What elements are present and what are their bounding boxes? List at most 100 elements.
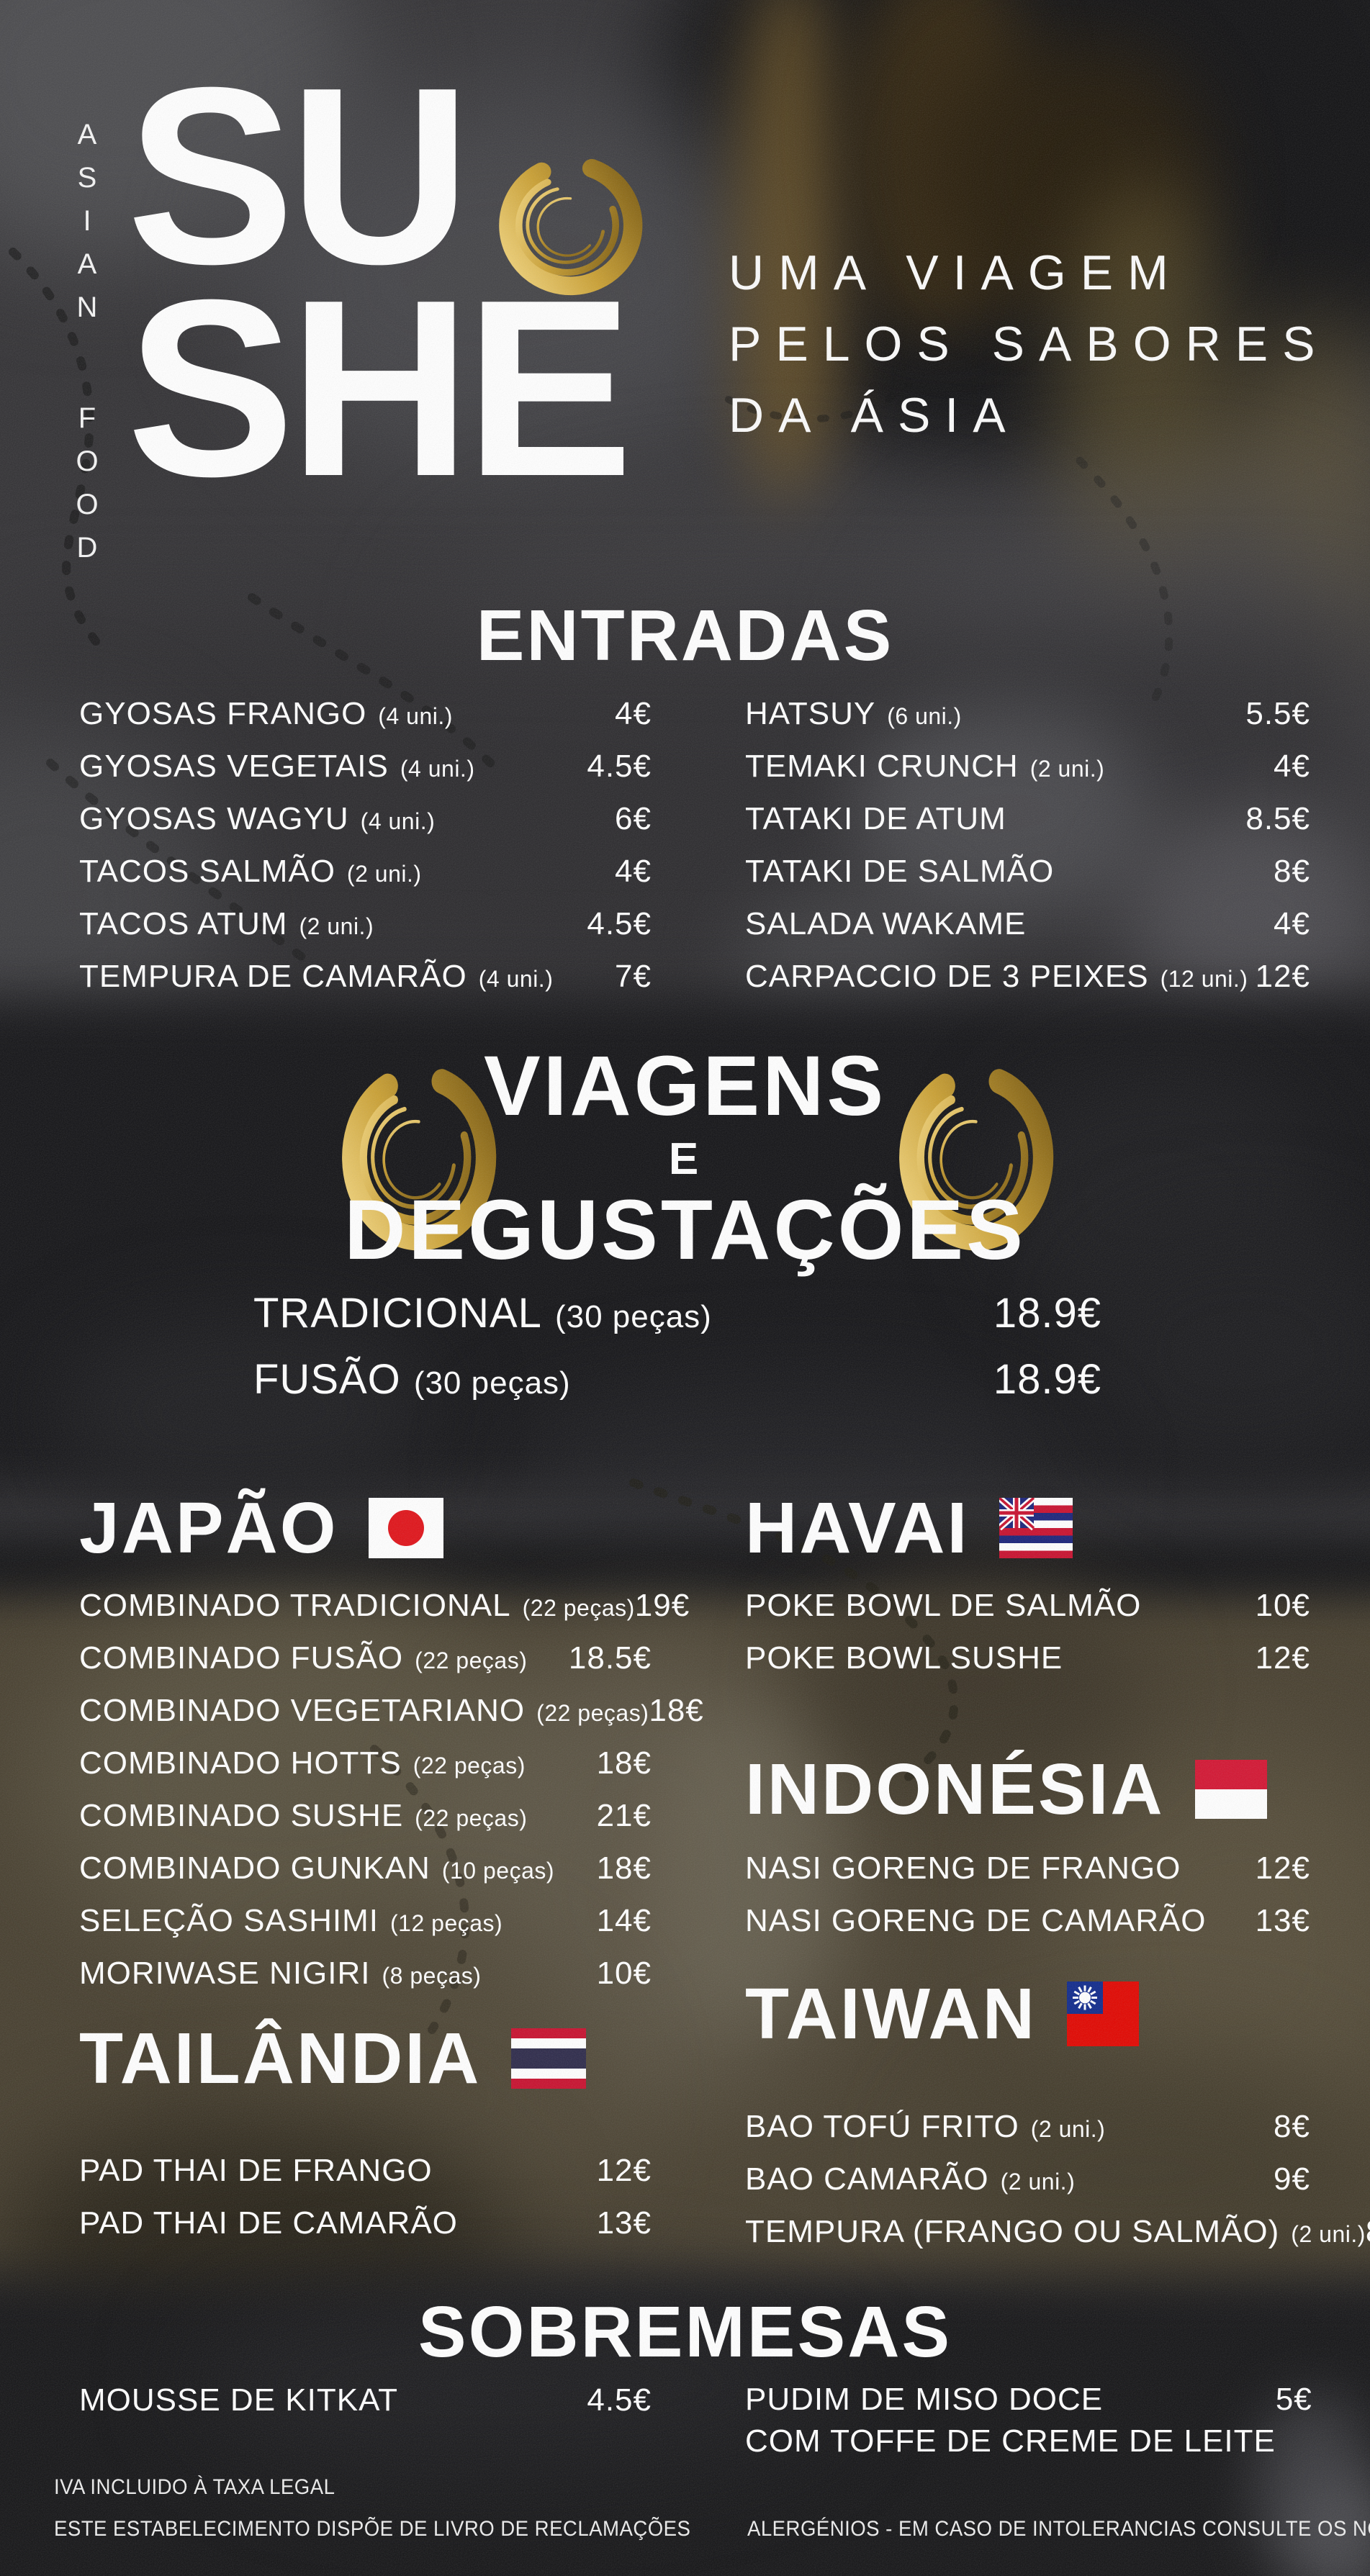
thailand-flag-icon (511, 2028, 587, 2089)
tagline-line: PELOS SABORES (729, 317, 1330, 371)
menu-item-row: TEMAKI CRUNCH (2 uni.) 4€ (745, 745, 1310, 788)
item-price: 8€ (1366, 2210, 1370, 2254)
item-name: POKE BOWL DE SALMÃO (745, 1584, 1153, 1630)
item-name: PAD THAI DE FRANGO (79, 2149, 444, 2195)
item-price: 7€ (615, 959, 652, 994)
item-qty: (10 peças) (441, 1858, 555, 1884)
item-price: 12€ (1255, 1640, 1310, 1676)
item-name-text: GYOSAS FRANGO (79, 696, 367, 731)
item-price: 4€ (615, 696, 652, 731)
menu-item-row: HATSUY (6 uni.) 5.5€ (745, 692, 1310, 736)
item-price: 12€ (596, 2153, 652, 2188)
menu-item-row: COMBINADO SUSHE (22 peças) 21€ (79, 1794, 652, 1838)
item-name-text: COM TOFFE DE CREME DE LEITE (745, 2423, 1276, 2459)
item-name-text: PUDIM DE MISO DOCE (745, 2382, 1104, 2417)
item-qty: (2 uni.) (299, 913, 374, 939)
menu-item-row: SALADA WAKAME 4€ (745, 903, 1310, 946)
item-qty: (2 uni.) (1029, 756, 1105, 782)
section-title-text: SOBREMESAS (418, 2292, 952, 2372)
item-name: COMBINADO SUSHE (22 peças) (79, 1794, 527, 1840)
item-name-text: TEMPURA (FRANGO OU SALMÃO) (745, 2214, 1280, 2249)
item-price: 21€ (596, 1798, 652, 1833)
item-name: COMBINADO TRADICIONAL (22 peças) (79, 1584, 635, 1630)
item-name: TEMAKI CRUNCH (2 uni.) (745, 745, 1104, 790)
tagline-line: UMA VIAGEM (729, 245, 1183, 300)
menu-item-row: COMBINADO FUSÃO (22 peças) 18.5€ (79, 1637, 652, 1680)
item-name: COMBINADO HOTTS (22 peças) (79, 1742, 526, 1787)
menu-item-row: TATAKI DE ATUM 8.5€ (745, 797, 1310, 841)
menu-item-row: BAO TOFÚ FRITO (2 uni.) 8€ (745, 2105, 1310, 2148)
item-price: 8€ (1274, 2109, 1310, 2144)
item-name-text: TATAKI DE ATUM (745, 801, 1006, 836)
item-name: COMBINADO FUSÃO (22 peças) (79, 1637, 527, 1682)
item-name: MOUSSE DE KITKAT (79, 2379, 410, 2424)
hawaii-flag-icon (999, 1498, 1073, 1558)
item-name-text: GYOSAS WAGYU (79, 801, 349, 836)
item-price: 4€ (1274, 906, 1310, 941)
item-price: 19€ (634, 1588, 690, 1623)
item-price: 12€ (1255, 959, 1310, 994)
menu-item-row: NASI GORENG DE FRANGO 12€ (745, 1847, 1310, 1890)
item-name-text: TRADICIONAL (253, 1290, 542, 1337)
item-name: PAD THAI DE CAMARÃO (79, 2202, 469, 2247)
brand-tagline: UMA VIAGEM PELOS SABORES DA ÁSIA (729, 238, 1329, 451)
item-qty: (22 peças) (522, 1595, 635, 1621)
menu-item-row: POKE BOWL SUSHE 12€ (745, 1637, 1310, 1680)
item-name-text: MOUSSE DE KITKAT (79, 2382, 399, 2418)
item-qty: (22 peças) (536, 1700, 649, 1726)
item-name-text: NASI GORENG DE CAMARÃO (745, 1903, 1207, 1938)
item-name: BAO CAMARÃO (2 uni.) (745, 2158, 1075, 2203)
item-name-text: COMBINADO HOTTS (79, 1745, 402, 1781)
section-title-japao: JAPÃO (79, 1492, 443, 1564)
item-name: TATAKI DE ATUM (745, 797, 1018, 843)
japan-flag-icon (368, 1498, 443, 1558)
menu-item-row: MORIWASE NIGIRI (8 peças) 10€ (79, 1952, 652, 1995)
item-price: 4.5€ (587, 749, 652, 784)
item-name: FUSÃO (30 peças) (253, 1355, 571, 1409)
item-name-text: TACOS ATUM (79, 906, 288, 941)
item-name-text: COMBINADO VEGETARIANO (79, 1693, 526, 1728)
menu-item-row: CARPACCIO DE 3 PEIXES (12 uni.) 12€ (745, 955, 1310, 998)
item-name: TACOS ATUM (2 uni.) (79, 903, 374, 948)
item-name: TRADICIONAL (30 peças) (253, 1288, 712, 1342)
item-name-text: HATSUY (745, 696, 876, 731)
item-name: NASI GORENG DE CAMARÃO (745, 1899, 1218, 1945)
menu-item-row: PAD THAI DE CAMARÃO 13€ (79, 2202, 652, 2245)
menu-item-row: POKE BOWL DE SALMÃO 10€ (745, 1584, 1310, 1627)
item-name: MORIWASE NIGIRI (8 peças) (79, 1952, 481, 1997)
item-qty: (22 peças) (415, 1805, 528, 1831)
item-qty: (4 uni.) (360, 808, 436, 834)
item-name-text: TEMAKI CRUNCH (745, 749, 1019, 784)
item-name: TATAKI DE SALMÃO (745, 850, 1065, 895)
item-name: SELEÇÃO SASHIMI (12 peças) (79, 1899, 503, 1945)
item-qty: (4 uni.) (478, 966, 554, 992)
item-name-text: CARPACCIO DE 3 PEIXES (745, 959, 1149, 994)
item-qty: (22 peças) (415, 1648, 528, 1673)
item-price: 13€ (596, 2205, 652, 2241)
item-price: 18.9€ (993, 1356, 1101, 1403)
item-qty: (30 peças) (554, 1299, 712, 1334)
item-name: GYOSAS FRANGO (4 uni.) (79, 692, 453, 738)
item-price: 10€ (596, 1956, 652, 1991)
item-price: 4€ (615, 854, 652, 889)
item-price: 12€ (1255, 1850, 1310, 1886)
item-name: SALADA WAKAME (745, 903, 1037, 948)
item-name-text: SELEÇÃO SASHIMI (79, 1903, 379, 1938)
item-name-text: TEMPURA DE CAMARÃO (79, 959, 467, 994)
indonesia-flag-icon (1194, 1760, 1267, 1819)
item-price: 5€ (1275, 2382, 1312, 2417)
item-name-text: BAO CAMARÃO (745, 2161, 989, 2197)
item-name: CARPACCIO DE 3 PEIXES (12 uni.) (745, 955, 1248, 1000)
item-price: 18€ (649, 1693, 704, 1728)
item-name: COMBINADO GUNKAN (10 peças) (79, 1847, 554, 1892)
item-qty: (4 uni.) (378, 703, 453, 729)
item-price: 10€ (1255, 1588, 1310, 1623)
menu-item-row: SELEÇÃO SASHIMI (12 peças) 14€ (79, 1899, 652, 1943)
item-price: 4.5€ (587, 906, 652, 941)
item-price: 5.5€ (1245, 696, 1310, 731)
item-name-text: SALADA WAKAME (745, 906, 1027, 941)
section-title-text: INDONÉSIA (745, 1749, 1165, 1830)
item-name-text: FUSÃO (253, 1356, 401, 1403)
menu-item-row: COMBINADO VEGETARIANO (22 peças) 18€ (79, 1689, 703, 1732)
item-name: PUDIM DE MISO DOCE COM TOFFE DE CREME DE… (745, 2379, 1276, 2462)
